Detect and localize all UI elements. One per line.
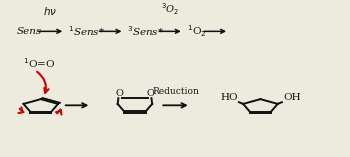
Text: HO: HO bbox=[220, 93, 238, 102]
Text: $^1$O=O: $^1$O=O bbox=[23, 56, 56, 70]
Text: Sens: Sens bbox=[16, 27, 42, 36]
FancyArrowPatch shape bbox=[37, 72, 49, 93]
Text: $^3$Sens*: $^3$Sens* bbox=[127, 24, 164, 38]
Text: $^3$O$_2$: $^3$O$_2$ bbox=[161, 1, 179, 17]
Text: $^1$Sens*: $^1$Sens* bbox=[68, 24, 105, 38]
Text: $^1$O$_2$: $^1$O$_2$ bbox=[187, 24, 206, 39]
Text: O: O bbox=[147, 89, 155, 98]
Text: Reduction: Reduction bbox=[152, 87, 199, 96]
FancyArrowPatch shape bbox=[19, 107, 23, 113]
FancyArrowPatch shape bbox=[56, 110, 62, 114]
Text: OH: OH bbox=[283, 93, 301, 102]
Text: O: O bbox=[115, 89, 123, 98]
Text: $h\nu$: $h\nu$ bbox=[43, 5, 58, 17]
